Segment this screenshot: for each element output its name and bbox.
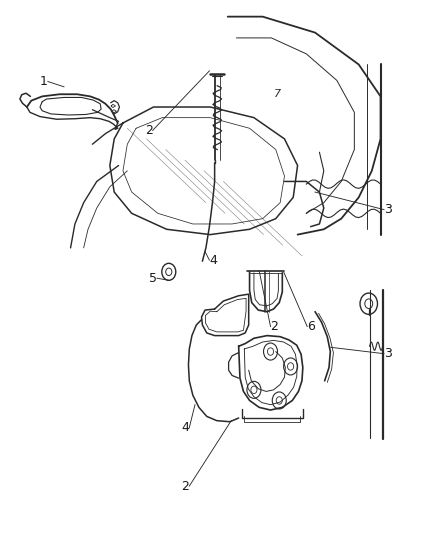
Text: 2: 2 (271, 320, 279, 333)
Text: 3: 3 (384, 203, 392, 216)
Text: 6: 6 (307, 320, 315, 333)
Text: 3: 3 (384, 347, 392, 360)
Text: 2: 2 (181, 480, 189, 492)
Text: 1: 1 (40, 75, 48, 88)
Text: 4: 4 (209, 254, 217, 266)
Text: 5: 5 (149, 272, 157, 285)
Text: 4: 4 (181, 421, 189, 434)
Text: 2: 2 (145, 124, 152, 137)
Text: 7: 7 (274, 88, 282, 99)
